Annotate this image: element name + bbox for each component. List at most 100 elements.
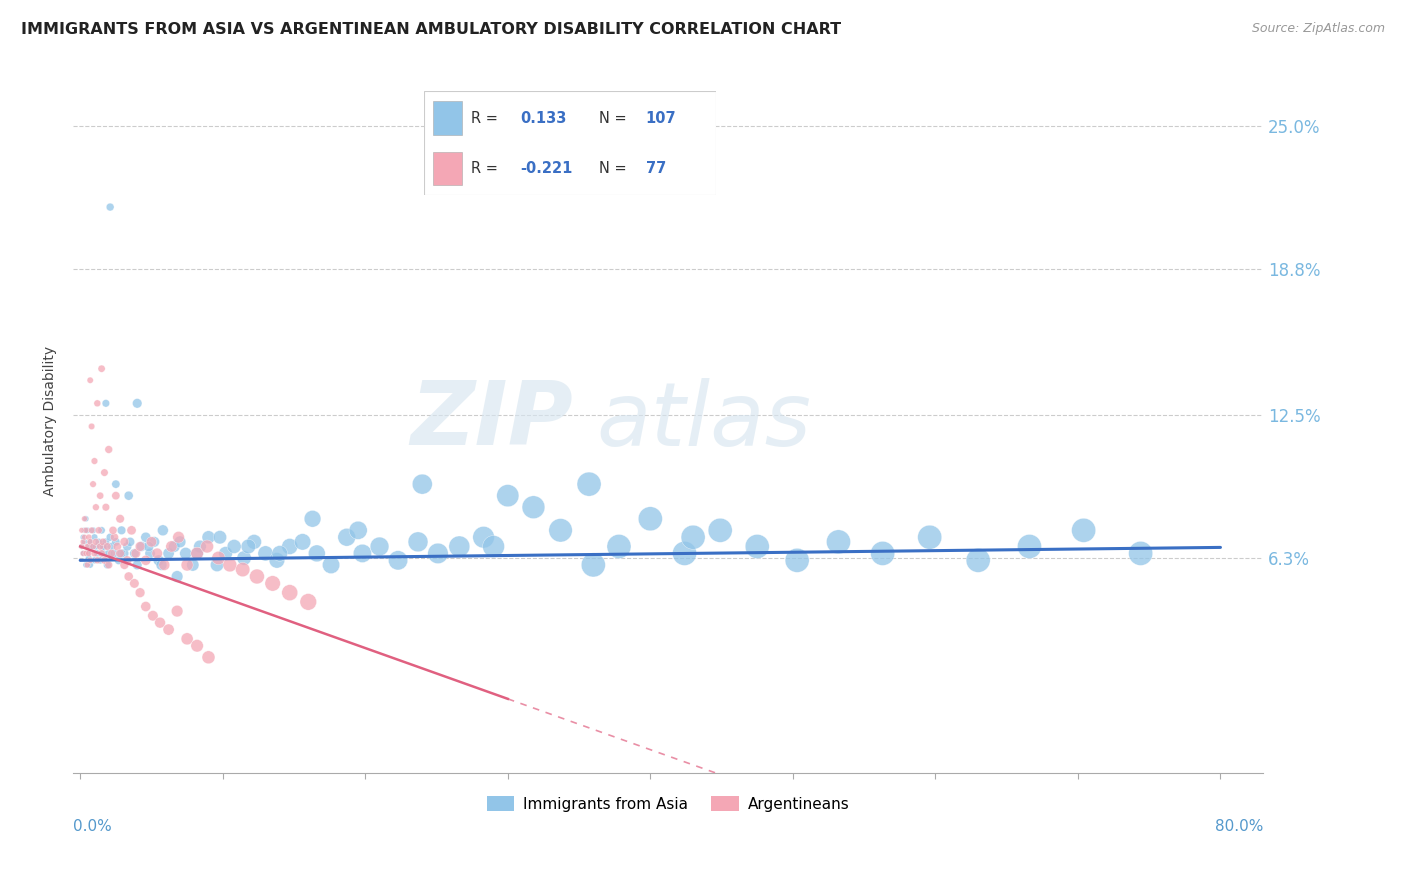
Point [98,200,121,214]
Point [108,512,131,526]
Point [152,524,174,538]
Point [82,540,104,554]
Point [70,540,93,554]
Point [83,530,105,544]
Point [336,530,359,544]
Point [87,534,110,549]
Point [108,546,131,560]
Point [233,551,256,566]
Point [103,546,125,560]
Point [73,512,96,526]
Point [153,558,176,572]
Point [129,540,152,554]
Point [80,524,103,538]
Point [93,540,115,554]
Point [90,361,112,376]
Point [72,546,94,560]
Point [387,553,409,567]
Point [208,530,231,544]
Point [94,534,117,549]
Point [79,553,101,567]
Point [1018,540,1040,554]
Point [103,530,125,544]
Point [73,530,96,544]
Point [278,540,301,554]
Point [305,546,328,560]
Point [118,489,141,503]
Point [482,540,505,554]
Point [827,534,849,549]
Point [174,546,197,560]
Point [77,530,100,544]
Point [100,546,122,560]
Point [1129,546,1152,560]
Point [142,608,165,623]
Point [129,585,152,599]
Y-axis label: Ambulatory Disability: Ambulatory Disability [44,345,58,496]
Point [70,524,93,538]
Point [83,546,105,560]
Point [112,546,135,560]
Point [94,500,117,515]
Point [117,553,139,567]
Point [578,477,600,491]
Point [319,558,342,572]
Point [79,534,101,549]
Point [163,540,186,554]
Point [89,489,111,503]
Point [89,553,111,567]
Point [90,546,112,560]
Point [246,569,269,583]
Point [107,553,129,567]
Point [149,615,172,630]
Point [91,540,114,554]
Point [550,524,572,538]
Point [97,546,120,560]
Point [747,540,769,554]
Point [97,442,120,457]
Text: ZIP: ZIP [411,377,572,464]
Point [472,530,495,544]
Point [347,524,370,538]
Point [76,540,98,554]
Point [143,534,166,549]
Point [207,551,229,566]
Point [1073,524,1095,538]
Point [181,558,204,572]
Point [243,534,266,549]
Point [76,524,98,538]
Point [101,524,124,538]
Point [148,553,170,567]
Point [160,540,183,554]
Point [79,373,101,387]
Point [79,558,101,572]
Point [169,534,191,549]
Point [97,558,120,572]
Text: Source: ZipAtlas.com: Source: ZipAtlas.com [1251,22,1385,36]
Point [186,639,208,653]
Point [79,534,101,549]
Point [84,534,107,549]
Point [872,546,894,560]
Point [117,540,139,554]
Point [104,489,127,503]
Point [77,540,100,554]
Point [75,546,97,560]
Point [118,569,141,583]
Point [93,553,115,567]
Point [104,477,127,491]
Point [83,553,105,567]
Point [110,546,132,560]
Point [121,524,143,538]
Point [93,466,115,480]
Point [166,569,188,583]
Point [112,558,135,572]
Point [426,546,449,560]
Point [682,530,704,544]
Point [124,546,146,560]
Point [75,558,97,572]
Point [86,396,108,410]
Point [72,530,94,544]
Point [673,546,696,560]
Point [197,650,219,665]
